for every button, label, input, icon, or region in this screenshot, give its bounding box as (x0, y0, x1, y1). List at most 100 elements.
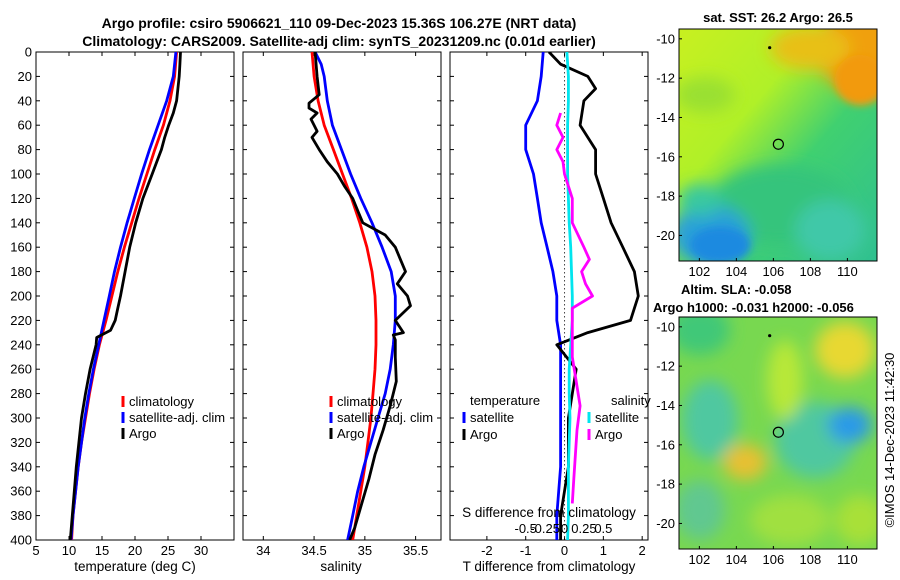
temperature-xlabel: temperature (deg C) (74, 559, 196, 574)
sla-map-panel: Altim. SLA: -0.058 Argo h1000: -0.031 h2… (653, 282, 878, 567)
sla-lon-axis: 102 104 106 108 110 (689, 546, 858, 567)
lat-tick-label: -12 (656, 359, 675, 374)
salinity-xlabel: salinity (320, 559, 362, 574)
difference-series (524, 52, 640, 540)
figure-title-line2: Climatology: CARS2009. Satellite-adj cli… (82, 33, 596, 49)
lon-tick-label: 104 (726, 552, 748, 567)
lat-tick-label: -20 (656, 516, 675, 531)
argo-position-marker-sla (768, 334, 784, 438)
temp-legend-item-label: climatology (129, 394, 195, 409)
lon-tick-label: 110 (837, 552, 858, 567)
sal-legend-item-label: satellite-adj. clim (337, 410, 433, 425)
depth-tick-label: 360 (10, 484, 32, 499)
s-diff-tick-label: 0.25 (571, 521, 596, 536)
temperature-plot-frame (35, 51, 235, 541)
temperature-axis: 5 10 15 20 25 30 (32, 52, 208, 558)
lon-tick-label: 106 (763, 264, 785, 279)
sla-lat-axis: -10 -12 -14 -16 -18 -20 (656, 319, 682, 531)
lat-tick-label: -18 (656, 477, 675, 492)
x-tick-label: 35.5 (403, 543, 428, 558)
argo-line (307, 52, 412, 540)
x-tick-label: -2 (481, 543, 493, 558)
depth-tick-label: 260 (10, 362, 32, 377)
lat-tick-label: -16 (656, 149, 675, 164)
sla-map-title: Altim. SLA: -0.058 (681, 282, 792, 297)
temp-argo-legend-label: Argo (470, 427, 497, 442)
depth-tick-label: 240 (10, 337, 32, 352)
sal-sat-legend-label: satellite (595, 410, 639, 425)
x-tick-label: 5 (32, 543, 39, 558)
depth-tick-label: 20 (18, 69, 32, 84)
s-diff-tick-label: -0.5 (515, 521, 537, 536)
salinity-plot-frame (242, 51, 442, 541)
lon-tick-label: 102 (689, 552, 711, 567)
sst-lon-axis: 102 104 106 108 110 (689, 258, 858, 279)
sla-field (679, 317, 877, 549)
s-diff-tick-label: 0 (561, 521, 568, 536)
lat-tick-label: -12 (656, 71, 675, 86)
sal-legend-item-label: Argo (337, 426, 364, 441)
lat-tick-label: -10 (656, 319, 675, 334)
island-dot (768, 334, 772, 338)
copyright-stamp: ©IMOS 14-Dec-2023 11:42:30 (882, 353, 897, 528)
x-tick-label: 25 (161, 543, 175, 558)
sla-map-frame (678, 316, 878, 550)
x-tick-label: 20 (128, 543, 142, 558)
sst-map-title: sat. SST: 26.2 Argo: 26.5 (703, 10, 853, 25)
lat-tick-label: -14 (656, 110, 675, 125)
legend-salinity-title: salinity (611, 393, 651, 408)
satellite-line (313, 52, 397, 540)
difference-depth-ticks (450, 51, 648, 541)
depth-tick-label: 300 (10, 411, 32, 426)
argo-line (68, 52, 182, 540)
depth-tick-label: 200 (10, 289, 32, 304)
temp-legend-item-label: satellite-adj. clim (129, 410, 225, 425)
figure-title-line1: Argo profile: csiro 5906621_110 09-Dec-2… (102, 15, 577, 31)
sla-map-subtitle: Argo h1000: -0.031 h2000: -0.056 (653, 300, 854, 315)
salinity-depth-ticks (243, 51, 441, 541)
depth-tick-label: 120 (10, 191, 32, 206)
sst-map-panel: sat. SST: 26.2 Argo: 26.5 102 104 106 108 11… (656, 10, 878, 279)
x-tick-label: 35 (358, 543, 372, 558)
satellite-line (69, 52, 178, 540)
island-dot (768, 46, 772, 50)
depth-tick-label: 320 (10, 435, 32, 450)
temperature-profile-panel: 0 20 40 60 80 100 120 140 160 180 200 220 240 260 280 3… (10, 45, 235, 574)
salinity-axis: 34 34.5 35 35.5 (256, 52, 428, 558)
sal-legend-item-label: climatology (337, 394, 403, 409)
x-tick-label: 0 (561, 543, 568, 558)
depth-tick-label: 220 (10, 313, 32, 328)
lat-tick-label: -16 (656, 437, 675, 452)
depth-tick-label: 380 (10, 508, 32, 523)
s-diff-tick-label: -0.25 (530, 521, 560, 536)
lat-tick-label: -18 (656, 189, 675, 204)
lon-tick-label: 108 (800, 264, 822, 279)
depth-tick-label: 0 (25, 45, 32, 60)
temp-sat-legend-label: satellite (470, 410, 514, 425)
sal-argo-diff-line (555, 112, 594, 504)
depth-tick-label: 280 (10, 386, 32, 401)
s-difference-label: S difference from climatology (462, 505, 636, 520)
sal-satellite-diff-line (565, 52, 574, 540)
s-difference-ticks: -0.5-0.25 0 0.250.5 (515, 521, 613, 536)
lat-tick-label: -10 (656, 31, 675, 46)
lon-tick-label: 102 (689, 264, 711, 279)
legend-temperature-title: temperature (470, 393, 540, 408)
lat-tick-label: -14 (656, 398, 675, 413)
depth-tick-label: 80 (18, 142, 32, 157)
sst-field (679, 29, 877, 261)
argo-position-marker (768, 46, 784, 150)
depth-tick-label: 340 (10, 459, 32, 474)
depth-tick-label: 140 (10, 215, 32, 230)
sst-map-frame (678, 28, 878, 262)
depth-tick-label: 400 (10, 533, 32, 548)
sal-argo-legend-label: Argo (595, 427, 622, 442)
x-tick-label: 2 (639, 543, 646, 558)
x-tick-label: 30 (194, 543, 208, 558)
x-tick-label: 34.5 (301, 543, 326, 558)
lon-tick-label: 110 (837, 264, 858, 279)
lon-tick-label: 106 (763, 552, 785, 567)
